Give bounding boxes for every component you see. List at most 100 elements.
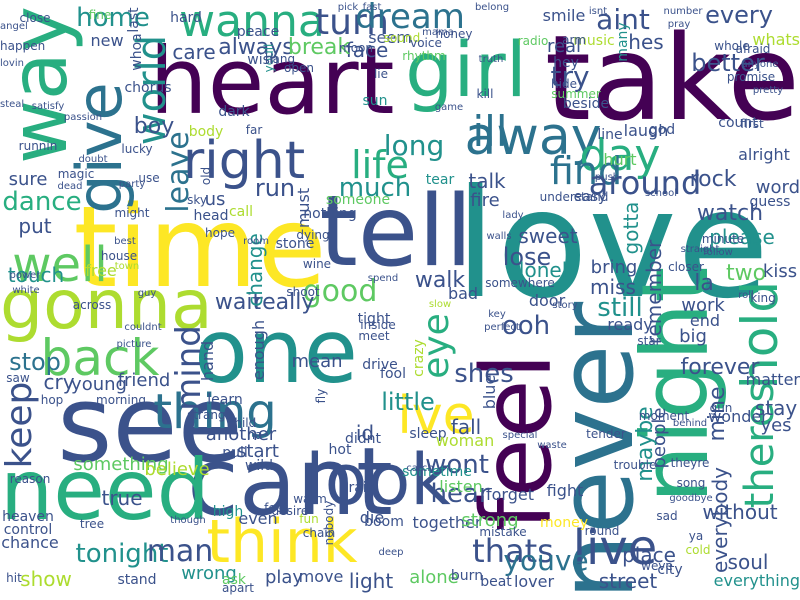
word-deep: deep	[378, 547, 404, 558]
word-home: home	[76, 3, 150, 33]
word-everything: everything	[713, 571, 800, 590]
word-feet: feet	[264, 501, 288, 515]
word-run: run	[254, 174, 296, 202]
word-light: light	[348, 569, 394, 593]
word-goodbye: goodbye	[669, 493, 713, 504]
word-dream: dream	[355, 0, 465, 37]
word-radio: radio	[517, 34, 549, 48]
word-chorus: chorus	[124, 80, 172, 96]
word-doubt: doubt	[78, 154, 108, 165]
word-ive: ive	[397, 386, 475, 446]
word-special: special	[502, 430, 538, 441]
word-hang: hang	[264, 52, 296, 66]
word-back: back	[40, 329, 160, 387]
word-arm: arm	[562, 33, 586, 47]
word-passion: passion	[63, 112, 103, 123]
word-break: break	[287, 35, 351, 60]
word-easy: easy	[573, 189, 607, 205]
word-one: one	[194, 300, 358, 403]
word-weve: weve	[641, 559, 673, 573]
word-catch: catch	[406, 463, 434, 474]
word-tender: tender	[586, 427, 626, 441]
word-sky: sky	[187, 193, 207, 207]
word-king: king	[750, 291, 776, 305]
word-kiss: kiss	[762, 261, 798, 282]
word-still: still	[597, 293, 643, 323]
word-yes: yes	[760, 415, 792, 436]
word-moon: moon	[339, 41, 373, 55]
word-ready: ready	[607, 315, 653, 334]
word-good: good	[302, 274, 378, 309]
word-fool: fool	[380, 366, 406, 382]
word-smile: smile	[542, 6, 586, 25]
word-ya: ya	[688, 529, 704, 543]
word-alright: alright	[738, 145, 790, 164]
word-lover: lover	[513, 572, 555, 591]
word-forever: forever	[680, 355, 760, 380]
word-last: last	[126, 7, 142, 33]
word-la: la	[694, 271, 714, 296]
word-even: even	[238, 509, 278, 528]
word-need: need	[0, 441, 210, 539]
word-lovin: lovin	[0, 58, 24, 69]
word-rock: rock	[689, 167, 737, 192]
word-city: city	[657, 562, 683, 578]
word-white: white	[12, 285, 40, 296]
word-call: call	[228, 204, 254, 220]
word-didnt: didnt	[344, 431, 382, 447]
word-look: look	[305, 439, 451, 521]
word-anyone: anyone	[741, 59, 779, 70]
word-saw: saw	[6, 371, 30, 385]
word-isnt: isnt	[588, 6, 608, 17]
word-tonight: tonight	[75, 539, 169, 569]
word-touch: touch	[7, 263, 65, 287]
word-inside: inside	[360, 318, 396, 332]
word-god: god	[648, 122, 676, 138]
word-ooh: ooh	[501, 311, 551, 341]
word-burn: burn	[450, 568, 484, 584]
word-morning: morning	[96, 393, 146, 407]
word-sleep: sleep	[409, 426, 447, 442]
word-always: always	[218, 35, 294, 60]
word-somewhere: somewhere	[485, 276, 555, 290]
word-ill: ill	[472, 107, 508, 156]
word-promise: promise	[726, 70, 776, 84]
word-long: long	[383, 129, 445, 162]
word-power: power	[9, 270, 41, 281]
word-music: music	[573, 33, 615, 49]
word-kill: kill	[476, 87, 494, 101]
word-play: play	[264, 567, 304, 588]
word-see: see	[57, 363, 243, 486]
word-summer: summer	[551, 87, 601, 101]
word-perfect: perfect	[484, 322, 520, 333]
word-gonna: gonna	[0, 266, 213, 345]
word-dead: dead	[57, 181, 83, 192]
word-sure: sure	[8, 169, 48, 190]
word-dying: dying	[296, 228, 330, 242]
word-remember: remember	[642, 239, 666, 345]
word-might: might	[114, 206, 150, 220]
word-waste: waste	[537, 440, 567, 451]
word-hear: hear	[430, 479, 490, 509]
word-wild: wild	[244, 458, 274, 474]
word-whoa: whoa	[129, 33, 145, 71]
word-strange: strange	[187, 408, 233, 422]
word-fall: fall	[450, 415, 482, 439]
word-face: face	[345, 38, 389, 62]
word-please: please	[709, 225, 775, 249]
word-party: party	[118, 179, 146, 190]
word-walls: walls	[486, 231, 512, 242]
word-boy: boy	[133, 114, 175, 139]
word-fun: fun	[299, 512, 319, 526]
word-guess: guess	[749, 194, 791, 210]
word-count: count	[718, 115, 758, 131]
word-around: around	[588, 164, 702, 202]
word-hide: hide	[551, 77, 577, 91]
word-number: number	[663, 6, 703, 17]
word-bad: bad	[447, 284, 479, 303]
word-cold: cold	[685, 543, 711, 557]
word-body: body	[188, 124, 224, 140]
word-girl: girl	[405, 25, 527, 114]
word-behind: behind	[672, 418, 708, 429]
word-thing: thing	[153, 384, 277, 440]
